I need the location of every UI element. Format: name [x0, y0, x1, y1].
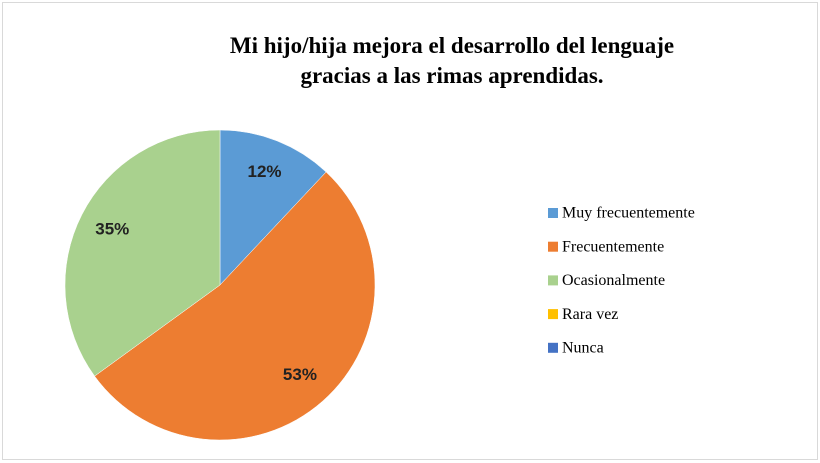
chart-title: Mi hijo/hija mejora el desarrollo del le… [230, 33, 674, 88]
data-label: 35% [95, 220, 129, 239]
legend-label: Ocasionalmente [562, 272, 665, 289]
legend-swatch [548, 342, 558, 353]
legend-swatch [548, 208, 558, 218]
pie-slice [64, 129, 221, 377]
legend-label: Muy frecuentemente [562, 205, 695, 222]
legend-label: Nunca [562, 339, 604, 356]
data-label: 53% [283, 365, 317, 384]
legend-label: Rara vez [562, 306, 618, 323]
pie-slice [219, 129, 327, 286]
pie-slice [94, 171, 376, 441]
legend-label: Frecuentemente [562, 238, 664, 255]
legend-swatch [548, 275, 558, 286]
legend-swatch [548, 241, 558, 252]
data-label: 12% [247, 162, 281, 181]
legend-swatch [548, 309, 558, 320]
